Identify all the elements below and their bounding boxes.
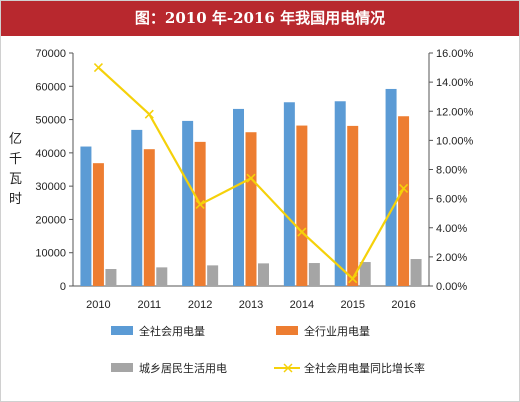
y-left-tick-label: 40000 [35, 148, 66, 160]
bar-城乡居民生活用电 [258, 263, 269, 286]
legend-marker [283, 363, 293, 373]
bar-全行业用电量 [347, 125, 359, 286]
y-left-tick-label: 0 [60, 281, 66, 293]
y-left-tick-label: 50000 [35, 115, 66, 127]
y-right-tick-label: 14.00% [436, 77, 474, 89]
y-right-tick-label: 6.00% [436, 194, 467, 206]
line-point [399, 183, 409, 193]
legend-label: 城乡居民生活用电 [139, 361, 227, 375]
x-tick-label: 2012 [188, 299, 212, 311]
x-tick-label: 2011 [137, 299, 161, 311]
bar-全社会用电量 [182, 120, 194, 286]
y-right-tick-label: 0.00% [436, 281, 467, 293]
bar-城乡居民生活用电 [410, 259, 422, 286]
y-right-tick-label: 12.00% [436, 106, 474, 118]
x-tick-label: 2013 [239, 299, 263, 311]
y-right-tick-label: 10.00% [436, 135, 474, 147]
line-point [195, 199, 205, 210]
y-right-tick-label: 4.00% [436, 223, 467, 235]
bar-城乡居民生活用电 [105, 269, 117, 286]
x-tick-label: 2014 [290, 299, 314, 311]
y-left-tick-label: 60000 [35, 81, 66, 93]
bar-全行业用电量 [92, 163, 104, 286]
bar-城乡居民生活用电 [207, 265, 219, 286]
y-left-tick-label: 20000 [35, 214, 66, 226]
y-axis-label-char: 时 [9, 192, 22, 207]
legend-swatch [111, 363, 133, 372]
bar-全社会用电量 [233, 108, 244, 286]
bar-全社会用电量 [334, 101, 346, 286]
line-point [246, 173, 256, 183]
y-left-tick-label: 10000 [35, 248, 66, 260]
line-point [93, 62, 103, 73]
x-tick-label: 2016 [391, 299, 415, 311]
chart-title: 图：2010 年-2016 年我国用电情况 [1, 1, 519, 36]
line-point [144, 109, 154, 119]
bar-全社会用电量 [80, 146, 92, 286]
line-point [348, 274, 358, 284]
bar-全行业用电量 [398, 116, 410, 286]
y-left-tick-label: 30000 [35, 181, 66, 193]
legend-swatch [276, 326, 298, 335]
bar-全社会用电量 [283, 102, 295, 287]
line-point [297, 227, 307, 237]
y-right-tick-label: 8.00% [436, 165, 467, 177]
y-left-tick-label: 70000 [35, 48, 66, 60]
y-axis-label-char: 亿 [9, 132, 22, 147]
bar-城乡居民生活用电 [359, 262, 371, 286]
bar-全社会用电量 [385, 88, 397, 286]
legend-label: 全社会用电量 [139, 324, 205, 338]
y-axis-label-char: 千 [9, 152, 22, 167]
bar-全社会用电量 [131, 129, 143, 286]
x-tick-label: 2010 [86, 299, 110, 311]
legend-label: 全社会用电量同比增长率 [304, 361, 425, 375]
bar-全行业用电量 [296, 125, 308, 286]
y-right-tick-label: 2.00% [436, 252, 467, 264]
x-tick-label: 2015 [340, 299, 364, 311]
bar-城乡居民生活用电 [308, 263, 320, 286]
bar-城乡居民生活用电 [156, 267, 168, 286]
bar-全行业用电量 [245, 132, 257, 286]
legend-swatch [111, 326, 133, 335]
bar-全行业用电量 [143, 149, 155, 286]
y-axis-label-char: 瓦 [9, 172, 22, 187]
bar-全行业用电量 [194, 141, 206, 286]
y-right-tick-label: 16.00% [436, 48, 474, 60]
legend-label: 全行业用电量 [304, 324, 370, 338]
